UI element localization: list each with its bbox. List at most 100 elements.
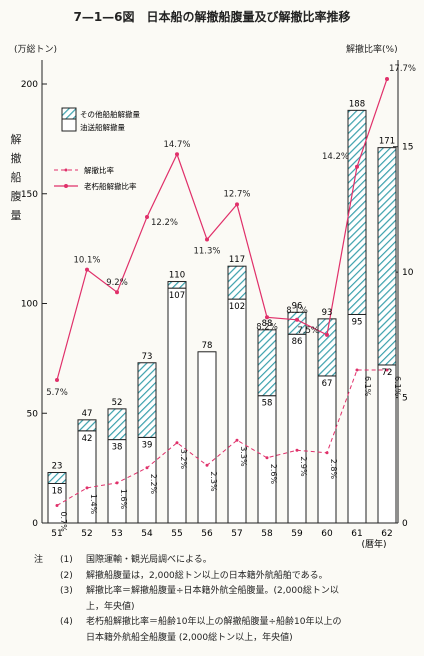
point-aged-ship-ratio bbox=[205, 237, 209, 242]
legend-label-oil: 油送船解撤量 bbox=[80, 122, 125, 132]
bar-other-ships bbox=[287, 311, 307, 335]
bar-oil-label: 58 bbox=[262, 399, 273, 409]
x-tick-label: 56 bbox=[201, 529, 213, 539]
point-dismantle-ratio bbox=[235, 438, 239, 442]
x-axis-label: (暦年) bbox=[361, 538, 386, 550]
legend-marker-dismantle bbox=[64, 168, 68, 172]
lines bbox=[55, 76, 389, 507]
point-aged-ship-ratio bbox=[385, 76, 389, 81]
aged-ratio-label: 14.7% bbox=[163, 140, 190, 150]
notes-label: 注 bbox=[34, 555, 44, 565]
note-4-continued: 日本籍外航船全船腹量 (2,000総トン以上，年央値) bbox=[86, 632, 293, 643]
point-dismantle-ratio bbox=[115, 481, 119, 485]
bar-oil-label: 38 bbox=[112, 443, 123, 453]
point-dismantle-ratio bbox=[55, 503, 59, 507]
line-aged-ship-ratio bbox=[56, 78, 388, 381]
bar-total-label: 88 bbox=[262, 319, 273, 329]
note-4: (4) 老朽船解撤比率＝船齢10年以上の解撤船腹量÷船齢10年以上の bbox=[34, 615, 419, 631]
x-tick-label: 62 bbox=[381, 529, 392, 539]
bar-oil-label: 72 bbox=[382, 368, 393, 378]
right-tick-label: 10 bbox=[402, 268, 414, 278]
legend-label-dismantle: 解撤比率 bbox=[84, 165, 114, 175]
line-dismantle-ratio bbox=[56, 369, 387, 506]
note-number: (2) bbox=[60, 570, 73, 581]
aged-ratio-label: 5.7% bbox=[46, 388, 68, 398]
x-tick-label: 61 bbox=[351, 529, 362, 539]
dismantle-ratio-label: 1.4% bbox=[89, 494, 98, 515]
x-tick-label: 59 bbox=[291, 529, 303, 539]
dismantle-ratio-label: 2.6% bbox=[269, 464, 278, 485]
point-dismantle-ratio bbox=[295, 448, 299, 452]
bar-other-ships bbox=[137, 362, 157, 438]
note-3: (3) 解撤比率＝解撤船腹量÷日本籍外航全船腹量。(2,000総トン以 bbox=[34, 584, 419, 600]
bar-other-ships bbox=[317, 318, 337, 377]
dismantle-ratio-label: 6.1% bbox=[363, 376, 372, 397]
point-aged-ship-ratio bbox=[175, 152, 179, 157]
bar-total-label: 78 bbox=[202, 341, 213, 351]
point-aged-ship-ratio bbox=[55, 378, 59, 383]
left-tick-label: 100 bbox=[21, 300, 38, 310]
axes: 0 50 100 150 200 0 5 10 15 51 52 53 54 55 56 57 58 59 60 61… bbox=[21, 60, 414, 550]
bar-other-ships bbox=[227, 265, 247, 300]
bar-total-label: 23 bbox=[52, 462, 63, 472]
aged-ratio-label: 12.7% bbox=[223, 189, 250, 199]
aged-ratio-label: 12.2% bbox=[151, 218, 178, 228]
right-tick-label: 0 bbox=[402, 519, 408, 529]
bar-oil-label: 18 bbox=[52, 486, 63, 496]
bar-oil-tanker bbox=[167, 287, 187, 524]
bar-other-ships bbox=[257, 329, 277, 397]
point-aged-ship-ratio bbox=[85, 267, 89, 272]
note-3-continued: 上，年央値) bbox=[86, 601, 135, 612]
aged-ratio-label: 9.2% bbox=[106, 278, 128, 288]
legend-label-aged: 老朽船解撤比率 bbox=[84, 181, 137, 191]
bar-oil-tanker bbox=[227, 298, 247, 524]
point-aged-ship-ratio bbox=[115, 290, 119, 295]
bar-other-ships bbox=[47, 472, 67, 484]
bar-total-label: 73 bbox=[142, 352, 153, 362]
data-labels: 23 18 47 42 52 38 73 39 110 107 78 117 102 88 58 96 86 93… bbox=[46, 64, 416, 532]
note-1: 注 (1) 国際運輸・観光局調べによる。 bbox=[34, 553, 419, 569]
legend-swatch-oil bbox=[61, 118, 77, 132]
dismantle-ratio-label: 2.8% bbox=[329, 459, 338, 480]
dismantle-ratio-label: 2.2% bbox=[149, 474, 158, 495]
left-axis-unit: (万総トン) bbox=[14, 45, 58, 55]
right-tick-label: 15 bbox=[402, 143, 413, 153]
bar-oil-tanker bbox=[257, 395, 277, 524]
right-axis-unit: 解撤比率(%) bbox=[346, 45, 398, 55]
x-tick-label: 54 bbox=[141, 529, 153, 539]
aged-ratio-label: 11.3% bbox=[193, 247, 220, 257]
x-tick-label: 52 bbox=[81, 529, 92, 539]
x-tick-label: 60 bbox=[321, 529, 333, 539]
point-aged-ship-ratio bbox=[325, 332, 329, 337]
aged-ratio-label: 17.7% bbox=[389, 64, 416, 74]
point-dismantle-ratio bbox=[265, 456, 269, 460]
bar-other-ships bbox=[167, 281, 187, 289]
left-tick-label: 150 bbox=[21, 190, 38, 200]
x-tick-label: 58 bbox=[261, 529, 273, 539]
point-dismantle-ratio bbox=[325, 451, 329, 455]
x-tick-label: 53 bbox=[111, 529, 122, 539]
bar-other-ships bbox=[377, 147, 397, 366]
point-aged-ship-ratio bbox=[265, 315, 269, 320]
aged-ratio-label: 7.5% bbox=[297, 326, 319, 336]
figure-title: 7—1—6図 日本船の解撤船腹量及び解撤比率推移 bbox=[73, 10, 351, 24]
dismantle-ratio-label: 3.3% bbox=[239, 446, 248, 467]
point-dismantle-ratio bbox=[145, 466, 149, 470]
point-aged-ship-ratio bbox=[145, 214, 149, 219]
x-tick-label: 55 bbox=[171, 529, 182, 539]
note-2: (2) 解撤船腹量は，2,000総トン以上の日本籍外航船舶である。 bbox=[34, 569, 419, 585]
aged-ratio-label: 8.1% bbox=[286, 306, 308, 316]
bar-total-label: 110 bbox=[169, 271, 185, 281]
bar-oil-tanker bbox=[197, 351, 217, 524]
point-dismantle-ratio bbox=[205, 463, 209, 467]
bar-total-label: 117 bbox=[229, 255, 245, 265]
bar-other-ships bbox=[107, 408, 127, 441]
bar-total-label: 47 bbox=[82, 409, 93, 419]
bar-oil-label: 39 bbox=[142, 440, 153, 450]
legend-swatch-other bbox=[61, 107, 77, 120]
bar-oil-tanker bbox=[287, 333, 307, 524]
left-axis-label: 解撤船腹量 bbox=[10, 133, 22, 222]
legend-marker-aged bbox=[64, 184, 68, 188]
point-dismantle-ratio bbox=[355, 368, 359, 372]
note-number: (4) bbox=[60, 617, 73, 627]
